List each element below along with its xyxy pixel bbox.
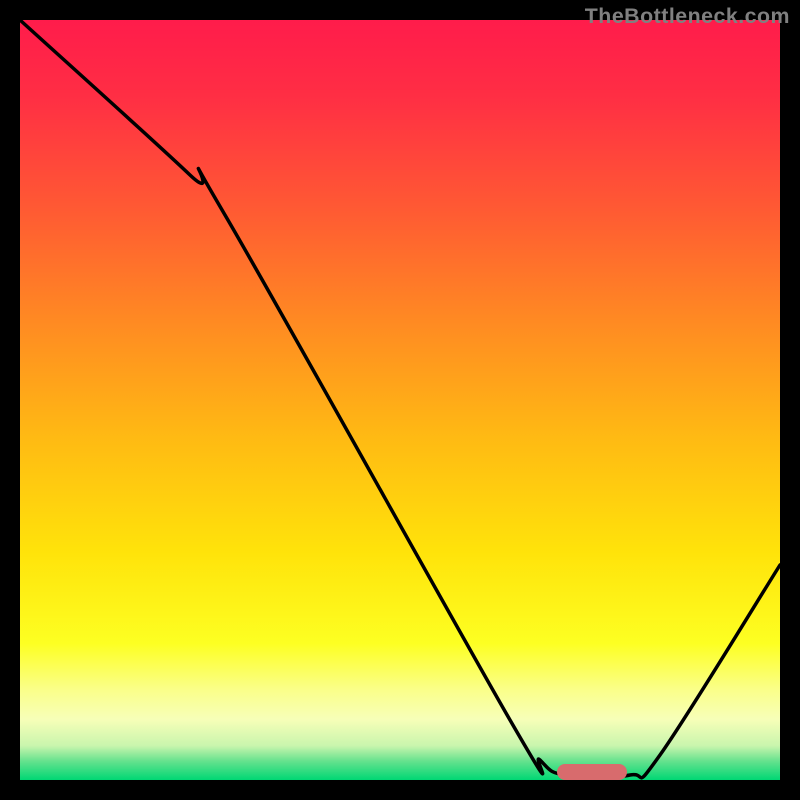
optimal-range-marker: [557, 764, 627, 780]
watermark-text: TheBottleneck.com: [585, 4, 790, 29]
bottleneck-chart: [0, 0, 800, 800]
chart-stage: TheBottleneck.com: [0, 0, 800, 800]
plot-gradient-background: [20, 20, 780, 780]
